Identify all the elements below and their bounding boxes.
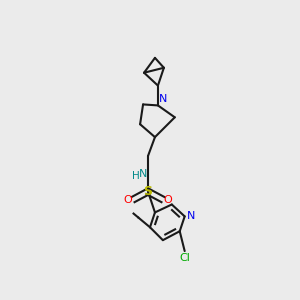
Text: N: N [159, 94, 167, 104]
Text: N: N [139, 169, 147, 179]
Text: Cl: Cl [179, 253, 190, 263]
Text: O: O [164, 194, 172, 205]
Text: H: H [132, 171, 140, 181]
Text: O: O [123, 194, 132, 205]
Text: N: N [187, 212, 195, 221]
Text: S: S [143, 185, 152, 198]
